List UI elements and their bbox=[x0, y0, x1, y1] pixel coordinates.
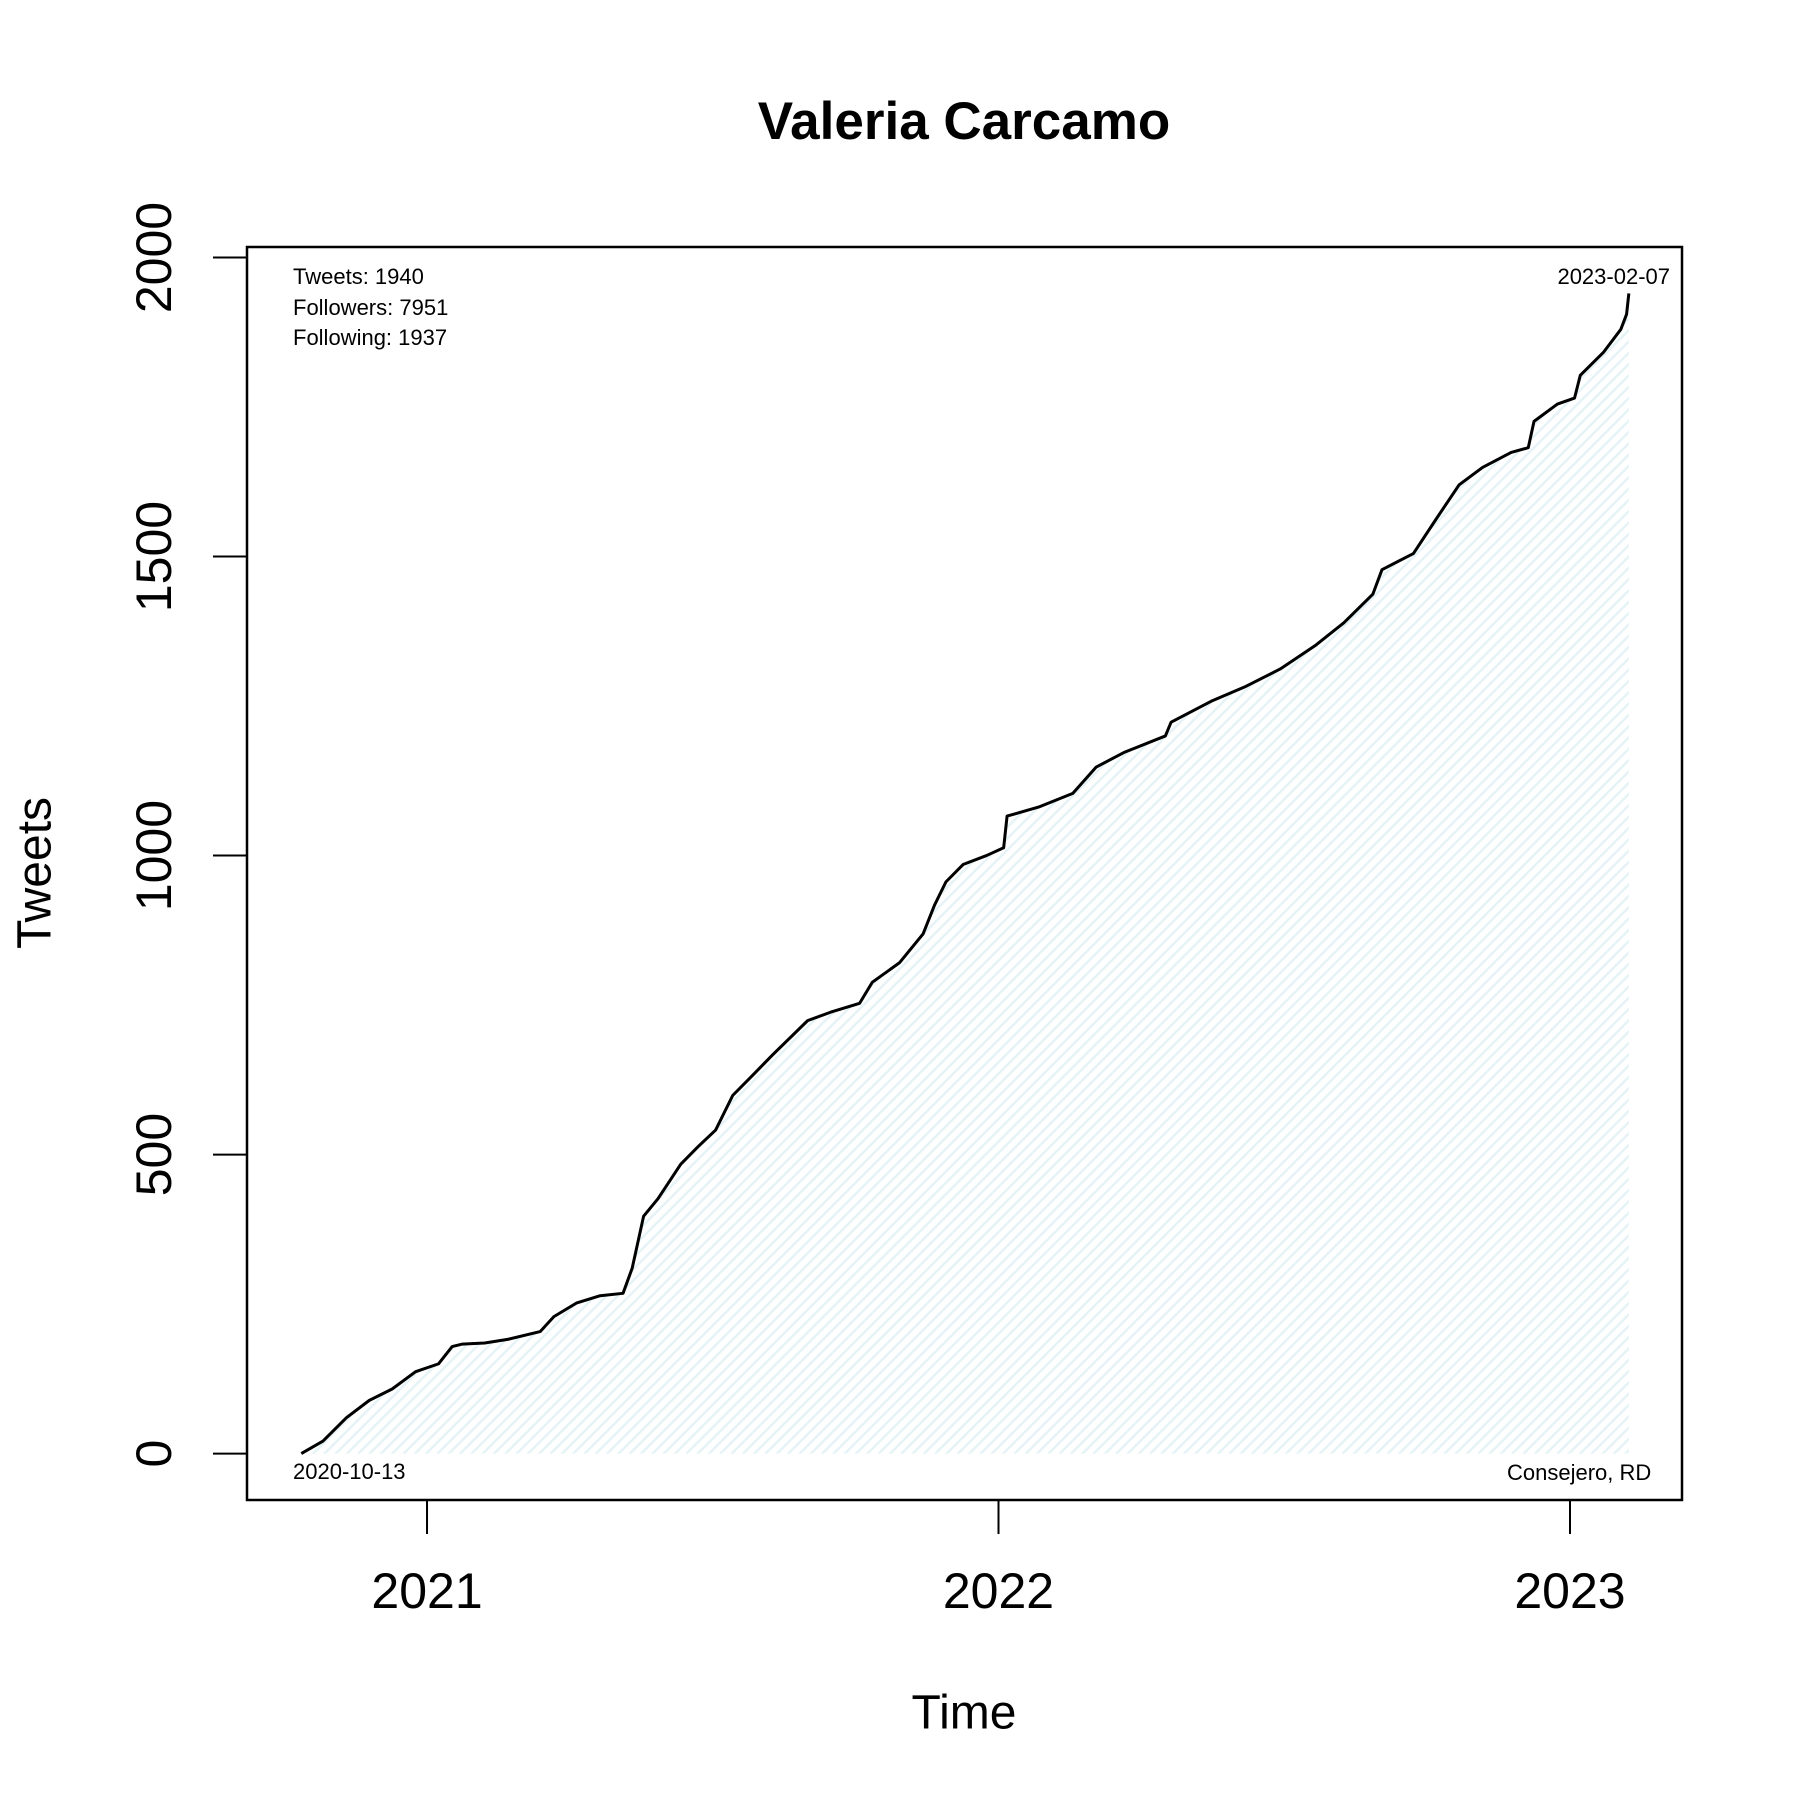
annotation: Consejero, RD bbox=[1507, 1460, 1651, 1485]
chart-title: Valeria Carcamo bbox=[758, 92, 1170, 151]
y-axis-label: Tweets bbox=[9, 797, 62, 949]
y-tick-label: 2000 bbox=[126, 202, 182, 313]
x-tick-label: 2021 bbox=[371, 1563, 482, 1619]
x-axis-label: Time bbox=[912, 1687, 1017, 1740]
plot-frame bbox=[245, 245, 1684, 1502]
annotation: 2020-10-13 bbox=[293, 1459, 406, 1484]
annotation: 2023-02-07 bbox=[1557, 264, 1670, 289]
y-tick-label: 1000 bbox=[126, 800, 182, 911]
area-fill bbox=[301, 293, 1629, 1454]
x-tick-label: 2022 bbox=[943, 1563, 1054, 1619]
x-tick-label: 2023 bbox=[1514, 1563, 1625, 1619]
annotation: Tweets: 1940 bbox=[293, 264, 424, 289]
y-tick-label: 1500 bbox=[126, 501, 182, 612]
y-tick-label: 500 bbox=[126, 1113, 182, 1196]
annotation: Followers: 7951 bbox=[293, 295, 448, 320]
line bbox=[300, 293, 1631, 1455]
annotation: Following: 1937 bbox=[293, 325, 447, 350]
y-tick-label: 0 bbox=[126, 1440, 182, 1468]
